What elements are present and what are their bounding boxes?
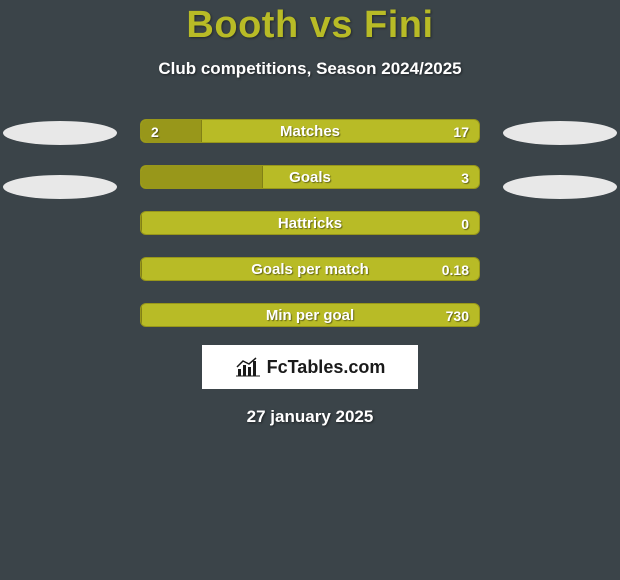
bar-hattricks-label: Hattricks — [141, 212, 479, 235]
player-left-avatar-1 — [3, 121, 117, 145]
bar-gpm-left-fill — [141, 258, 142, 280]
stat-bars: 2 Matches 17 Goals 3 Hattricks 0 Goals p… — [140, 119, 480, 327]
left-avatar-column — [0, 119, 120, 199]
bar-goals: Goals 3 — [140, 165, 480, 189]
date-label: 27 january 2025 — [0, 407, 620, 427]
comparison-area: 2 Matches 17 Goals 3 Hattricks 0 Goals p… — [0, 119, 620, 327]
bar-hattricks-left-fill — [141, 212, 142, 234]
player-right-avatar-1 — [503, 121, 617, 145]
player-left-avatar-2 — [3, 175, 117, 199]
bar-gpm-label: Goals per match — [141, 258, 479, 281]
brand-text: FcTables.com — [267, 357, 386, 378]
bar-mpg-left-fill — [141, 304, 142, 326]
bar-hattricks-right-value: 0 — [461, 212, 469, 235]
page-title: Booth vs Fini — [0, 4, 620, 47]
bar-matches-left-value: 2 — [151, 120, 159, 143]
bar-min-per-goal: Min per goal 730 — [140, 303, 480, 327]
bar-chart-icon — [235, 357, 261, 377]
player-right-avatar-2 — [503, 175, 617, 199]
bar-goals-left-fill — [141, 166, 263, 188]
bar-matches-right-value: 17 — [453, 120, 469, 143]
bar-goals-per-match: Goals per match 0.18 — [140, 257, 480, 281]
bar-mpg-right-value: 730 — [446, 304, 469, 327]
brand-badge[interactable]: FcTables.com — [202, 345, 418, 389]
bar-hattricks: Hattricks 0 — [140, 211, 480, 235]
subtitle: Club competitions, Season 2024/2025 — [0, 59, 620, 79]
right-avatar-column — [500, 119, 620, 199]
bar-matches: 2 Matches 17 — [140, 119, 480, 143]
bar-mpg-label: Min per goal — [141, 304, 479, 327]
bar-goals-right-value: 3 — [461, 166, 469, 189]
bar-gpm-right-value: 0.18 — [442, 258, 469, 281]
